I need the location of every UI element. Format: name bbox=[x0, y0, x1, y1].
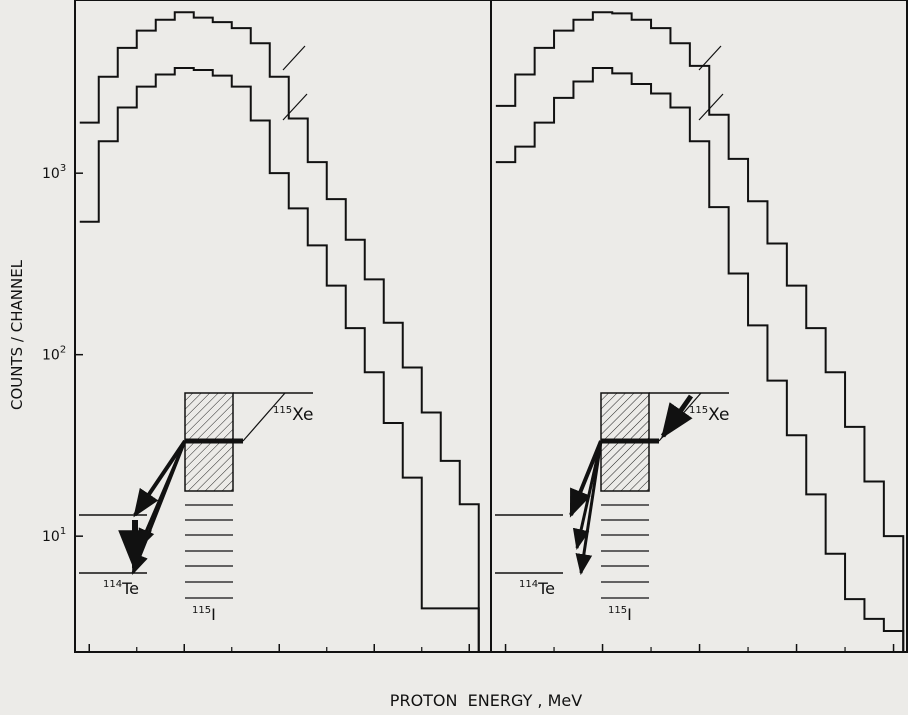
y-axis-label: COUNTS / CHANNEL bbox=[8, 259, 26, 410]
nuclide-i-label: 115I bbox=[192, 605, 216, 624]
coincidence-pointer-line bbox=[282, 93, 308, 121]
singles-pointer-line bbox=[282, 45, 306, 71]
y-ticks: 103 102 101 bbox=[42, 163, 83, 545]
nuclide-te-label: 114Te bbox=[519, 579, 555, 598]
y-tick-label: 102 bbox=[42, 345, 66, 364]
coincidence-spectrum-line bbox=[79, 66, 480, 652]
y-tick-label: 103 bbox=[42, 163, 66, 182]
proton-decay-arrow bbox=[133, 439, 187, 518]
nuclide-xe-label: 115Xe bbox=[273, 405, 313, 425]
singles-spectrum-line bbox=[79, 11, 480, 652]
y-tick-label: 101 bbox=[42, 526, 66, 545]
coincidence-spectrum-line bbox=[495, 66, 905, 652]
proton-decay-arrow bbox=[569, 440, 603, 518]
xe-decay-arrow bbox=[660, 394, 694, 439]
x-axis-label: PROTON ENERGY , MeV bbox=[390, 691, 582, 710]
singles-spectrum-line bbox=[495, 11, 905, 652]
nuclide-xe-label: 115Xe bbox=[689, 405, 729, 425]
nuclide-i-label: 115I bbox=[608, 605, 632, 624]
xe-decay-line bbox=[242, 392, 286, 442]
panel-a: 115Xe 114Te 115I bbox=[79, 11, 480, 652]
singles-pointer-line bbox=[698, 45, 722, 71]
nuclide-te-label: 114Te bbox=[103, 579, 139, 598]
proton-decay-arrow bbox=[575, 440, 603, 576]
panel-b: 115Xe 114Te 115I bbox=[495, 11, 905, 652]
coincidence-pointer-line bbox=[698, 93, 724, 121]
plot-frame bbox=[74, 0, 908, 653]
